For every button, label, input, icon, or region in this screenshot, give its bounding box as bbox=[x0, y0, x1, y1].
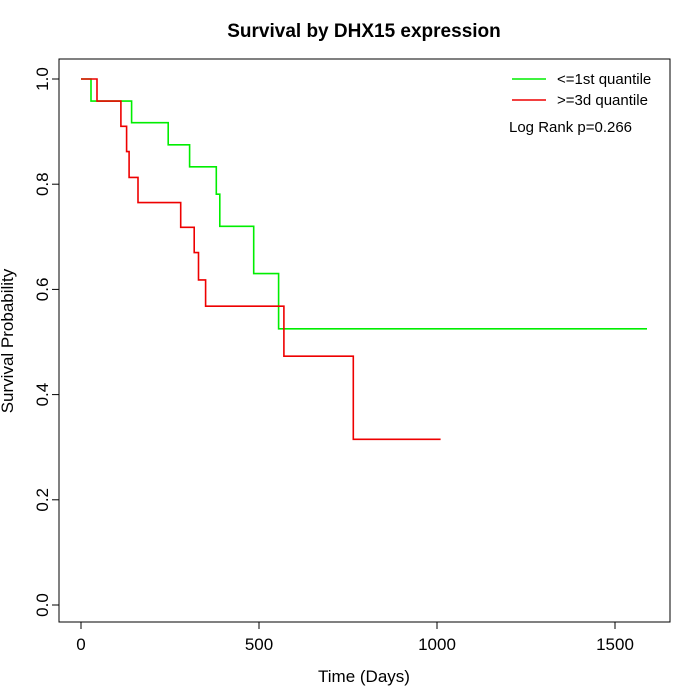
x-tick-label: 1500 bbox=[596, 635, 634, 654]
series-line-1 bbox=[81, 78, 647, 330]
y-tick-label: 0.4 bbox=[33, 383, 52, 407]
series-layer bbox=[81, 78, 647, 441]
y-tick-label: 0.2 bbox=[33, 488, 52, 512]
y-axis: 0.0 0.2 0.4 0.6 0.8 1.0 bbox=[33, 67, 60, 617]
legend-label: <=1st quantile bbox=[557, 71, 651, 88]
legend: <=1st quantile >=3d quantile bbox=[512, 71, 651, 109]
plot-frame bbox=[58, 58, 671, 623]
chart-title: Survival by DHX15 expression bbox=[227, 21, 501, 42]
y-tick-label: 0.8 bbox=[33, 172, 52, 196]
y-axis-label: Survival Probability bbox=[0, 268, 17, 413]
y-tick-label: 0.6 bbox=[33, 278, 52, 302]
y-tick-label: 0.0 bbox=[33, 593, 52, 617]
x-axis-label: Time (Days) bbox=[318, 667, 410, 686]
log-rank-annotation: Log Rank p=0.266 bbox=[509, 119, 632, 136]
x-tick-label: 1000 bbox=[418, 635, 456, 654]
legend-label: >=3d quantile bbox=[557, 92, 648, 109]
series-line-2 bbox=[81, 78, 441, 441]
x-tick-label: 500 bbox=[245, 635, 273, 654]
y-tick-label: 1.0 bbox=[33, 67, 52, 91]
x-axis: 0 500 1000 1500 bbox=[76, 621, 634, 654]
x-tick-label: 0 bbox=[76, 635, 85, 654]
